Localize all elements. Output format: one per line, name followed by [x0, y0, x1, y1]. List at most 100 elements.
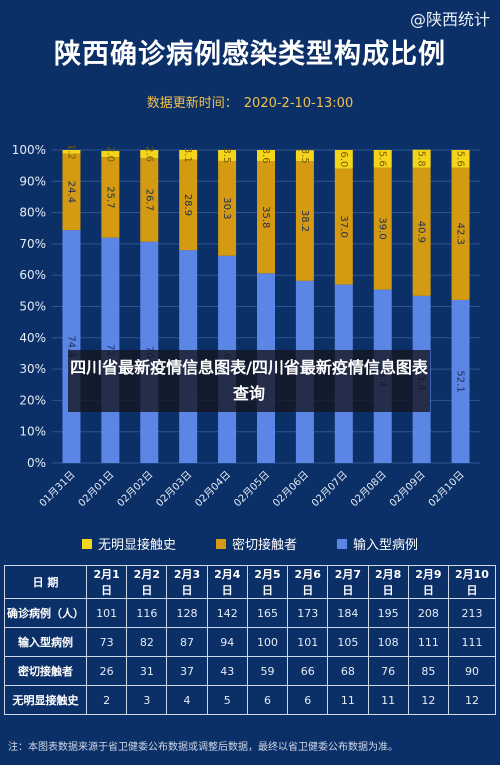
bar-segment	[62, 153, 81, 231]
legend-item: 密切接触者	[215, 534, 297, 553]
data-table: 日 期 2月1日 2月2日 2月3日 2月4日 2月5日 2月6日 2月7日 2月8日 2月9日…	[4, 565, 497, 715]
table-cell: 6	[287, 685, 329, 715]
bar-segment	[179, 159, 198, 251]
table-cell: 101	[287, 627, 329, 657]
table-cell: 90	[447, 656, 497, 686]
table-row: 无明显接触史 2 3 4 5 6 6 11 11 12 12	[4, 685, 497, 715]
table-cell: 4	[166, 685, 208, 715]
table-date-header: 2月10日	[447, 565, 497, 599]
data-label: 37.0	[338, 216, 349, 238]
bar-segment	[451, 299, 470, 463]
data-label: 3.5	[299, 148, 310, 164]
legend-swatch	[81, 538, 92, 549]
table-cell: 208	[407, 598, 449, 628]
table-cell: 5	[206, 685, 248, 715]
table-cell: 128	[166, 598, 208, 628]
table-cell: 68	[327, 656, 369, 686]
bar-segment	[140, 150, 159, 159]
legend-swatch	[337, 538, 347, 549]
table-date-header: 2月8日	[367, 565, 409, 599]
x-tick-label: 02月04日	[193, 469, 234, 510]
bar-segment	[140, 158, 159, 242]
chart-legend: 无明显接触史 密切接触者 输入型病例	[0, 534, 500, 553]
data-label: 5.6	[455, 151, 466, 167]
bar-segment	[295, 150, 314, 162]
table-cell: 195	[367, 598, 409, 628]
table-cell: 142	[206, 598, 248, 628]
table-cell: 213	[447, 598, 497, 628]
table-row: 密切接触者 26 31 37 43 59 66 68 76 85 90	[4, 656, 497, 686]
table-cell: 101	[85, 598, 128, 628]
bar-segment	[218, 160, 237, 256]
data-label: 6.0	[338, 151, 349, 167]
table-cell: 76	[367, 656, 409, 686]
y-tick-label: 40%	[19, 331, 46, 345]
table-cell: 31	[126, 656, 168, 686]
legend-label: 密切接触者	[231, 538, 297, 553]
table-cell: 6	[246, 685, 289, 715]
table-date-header: 2月6日	[287, 565, 329, 599]
bar-segment	[295, 161, 314, 281]
data-label: 74.4	[65, 335, 76, 357]
data-label: 25.7	[104, 186, 115, 208]
table-date-header: 2月7日	[327, 565, 369, 599]
table-cell: 82	[126, 627, 168, 657]
y-tick-label: 90%	[19, 174, 46, 188]
bar-segment	[373, 167, 392, 290]
table-cell: 85	[407, 656, 449, 686]
bar-segment	[373, 150, 392, 168]
bar-segment	[179, 150, 198, 160]
y-tick-label: 60%	[19, 268, 46, 282]
stacked-bar-chart: 0% 10% 20% 30% 40% 50% 60% 70% 80% 90% 100% 74.4 24.…	[12, 143, 480, 510]
legend-swatch	[215, 538, 226, 549]
x-tick-label: 02月10日	[426, 469, 467, 510]
x-tick-label: 02月07日	[309, 469, 350, 510]
page-title: 陕西确诊病例感染类型构成比例	[54, 39, 446, 70]
table-row-label: 密切接触者	[4, 656, 87, 686]
table-date-header: 2月4日	[206, 565, 248, 599]
table-cell: 37	[166, 656, 208, 686]
table-cell: 12	[447, 685, 497, 715]
table-cell: 3	[126, 685, 168, 715]
bar-segment	[412, 149, 431, 168]
table-header-label: 日 期	[4, 565, 87, 599]
bar-segment	[257, 150, 275, 162]
table-row: 输入型病例 73 82 87 94 100 101 105 108 111 111	[4, 627, 497, 657]
legend-item: 输入型病例	[337, 534, 418, 553]
table-cell: 66	[287, 656, 329, 686]
table-date-header: 2月3日	[166, 565, 208, 599]
x-tick-label: 01月31日	[37, 469, 78, 510]
data-label: 26.7	[143, 189, 154, 211]
bar-segment	[218, 150, 237, 161]
table-cell: 43	[206, 656, 248, 686]
y-tick-label: 100%	[12, 143, 46, 157]
table-row: 确诊病例（人） 101 116 128 142 165 173 184 195 208 213	[4, 598, 497, 628]
update-value: 2020-2-10-13:00	[243, 96, 354, 111]
x-tick-label: 02月09日	[387, 469, 428, 510]
data-label: 3.1	[182, 147, 193, 163]
table-cell: 184	[327, 598, 369, 628]
table-cell: 11	[327, 685, 369, 715]
data-label: 38.2	[299, 210, 310, 232]
update-time: 数据更新时间： 2020-2-10-13:00	[0, 92, 500, 111]
data-label: 35.8	[260, 206, 271, 228]
footnote: 注：本图表数据来源于省卫健委公布数据或调整后数据，最终以省卫健委公布数据为准。	[8, 742, 398, 753]
table-row-label: 无明显接触史	[4, 685, 87, 715]
table-cell: 111	[407, 627, 449, 657]
x-tick-label: 02月01日	[76, 469, 117, 510]
table-cell: 11	[367, 685, 409, 715]
table-date-header: 2月1日	[85, 565, 128, 599]
table-row-label: 确诊病例（人）	[4, 598, 87, 628]
data-label: 2.6	[143, 146, 154, 162]
bar-segment	[334, 150, 353, 169]
bar-segment	[412, 167, 431, 296]
y-tick-label: 70%	[19, 237, 46, 251]
bar-segment	[101, 157, 120, 238]
table-cell: 73	[85, 627, 128, 657]
table-cell: 59	[246, 656, 289, 686]
watermark-logo: @陕西统计	[409, 10, 490, 29]
legend-label: 输入型病例	[353, 538, 419, 553]
update-label: 数据更新时间：	[146, 96, 238, 111]
table-cell: 12	[407, 685, 449, 715]
data-label: 42.3	[455, 223, 466, 245]
